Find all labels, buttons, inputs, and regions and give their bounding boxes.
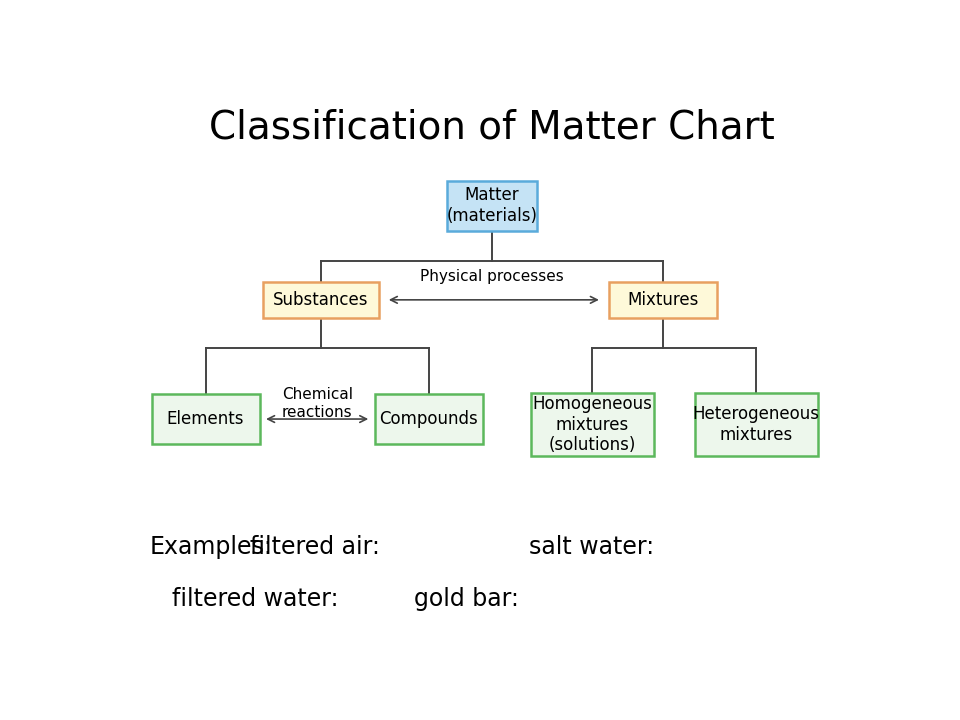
Text: Classification of Matter Chart: Classification of Matter Chart [209,109,775,147]
Text: Matter
(materials): Matter (materials) [446,186,538,225]
Text: Compounds: Compounds [379,410,478,428]
Text: filtered air:: filtered air: [251,534,380,559]
Text: salt water:: salt water: [529,534,655,559]
Text: Homogeneous
mixtures
(solutions): Homogeneous mixtures (solutions) [533,395,653,454]
Text: Elements: Elements [167,410,244,428]
FancyBboxPatch shape [374,394,483,444]
Text: filtered water:: filtered water: [172,588,339,611]
Text: Examples:: Examples: [150,534,273,559]
Text: Physical processes: Physical processes [420,269,564,284]
Text: Heterogeneous
mixtures: Heterogeneous mixtures [692,405,820,444]
FancyBboxPatch shape [610,282,717,318]
Text: Substances: Substances [274,291,369,309]
FancyBboxPatch shape [152,394,259,444]
Text: Mixtures: Mixtures [628,291,699,309]
FancyBboxPatch shape [531,392,654,456]
FancyBboxPatch shape [695,392,818,456]
FancyBboxPatch shape [447,181,537,230]
FancyBboxPatch shape [263,282,378,318]
Text: gold bar:: gold bar: [414,588,518,611]
Text: Chemical
reactions: Chemical reactions [281,387,352,420]
